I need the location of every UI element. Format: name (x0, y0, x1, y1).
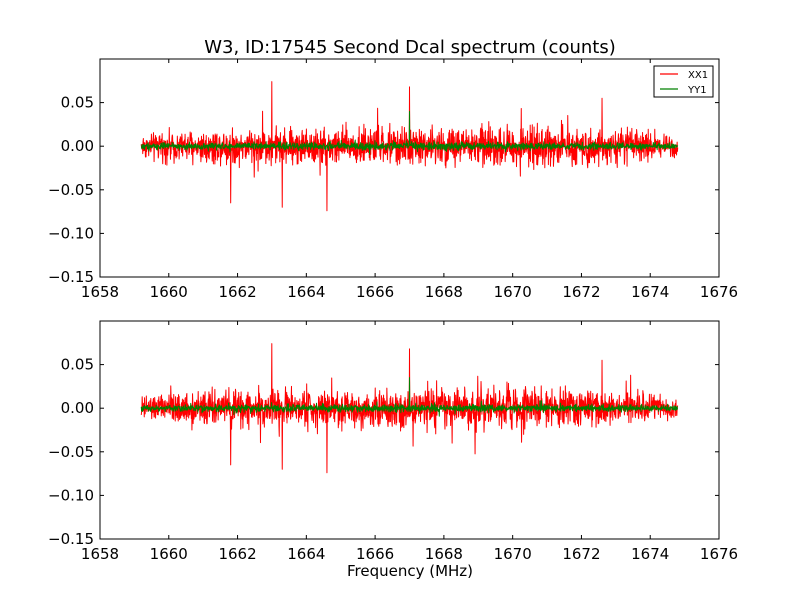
x-tick-label: 1658 (81, 283, 119, 301)
y-tick-label: 0.00 (61, 137, 94, 155)
legend-label-yy1: YY1 (687, 85, 707, 96)
y-tick-label: −0.05 (48, 443, 94, 461)
x-tick-label: 1666 (356, 283, 394, 301)
legend-label-xx1: XX1 (688, 70, 708, 81)
x-tick-label: 1674 (631, 545, 669, 563)
x-tick-label: 1672 (562, 283, 600, 301)
y-tick-label: 0.00 (61, 399, 94, 417)
data-layer-bottom (140, 343, 679, 474)
y-tick-label: 0.05 (61, 94, 94, 112)
x-axis-label: Frequency (MHz) (347, 562, 473, 580)
y-tick-label: −0.15 (48, 530, 94, 548)
legend: XX1 YY1 (653, 65, 714, 98)
y-tick-label: 0.05 (61, 356, 94, 374)
legend-box (653, 65, 714, 98)
x-tick-label: 1674 (631, 283, 669, 301)
data-layer-top (140, 81, 679, 212)
x-tick-label: 1660 (150, 283, 188, 301)
y-tick-label: −0.10 (48, 224, 94, 242)
x-tick-label: 1668 (425, 283, 463, 301)
x-tick-label: 1662 (218, 545, 256, 563)
x-tick-label: 1676 (700, 545, 738, 563)
y-tick-label: −0.05 (48, 181, 94, 199)
x-tick-label: 1672 (562, 545, 600, 563)
series-line-yy1 (140, 110, 679, 155)
x-tick-label: 1676 (700, 283, 738, 301)
x-tick-label: 1666 (356, 545, 394, 563)
tick-layer-bottom: 1658 1660 1662 1664 1666 1668 1670 1672 1674 1676… (48, 321, 738, 563)
axes-top: 1658 1660 1662 1664 1666 1668 1670 1672 1674 1676… (48, 58, 738, 301)
chart-title: W3, ID:17545 Second Dcal spectrum (count… (204, 37, 616, 58)
x-tick-label: 1664 (287, 283, 325, 301)
y-tick-label: −0.15 (48, 268, 94, 286)
x-tick-label: 1664 (287, 545, 325, 563)
x-tick-label: 1670 (494, 283, 532, 301)
axes-bottom: 1658 1660 1662 1664 1666 1668 1670 1672 1674 1676… (48, 320, 738, 563)
x-tick-label: 1662 (218, 283, 256, 301)
axes-frame-bottom (99, 320, 720, 540)
x-tick-label: 1668 (425, 545, 463, 563)
x-tick-label: 1670 (494, 545, 532, 563)
axes-frame-top (99, 58, 720, 278)
tick-layer-top: 1658 1660 1662 1664 1666 1668 1670 1672 1674 1676… (48, 59, 738, 301)
series-line-xx1 (140, 81, 679, 212)
series-line-yy1 (140, 377, 678, 417)
x-tick-label: 1660 (150, 545, 188, 563)
x-tick-label: 1658 (81, 545, 119, 563)
y-tick-label: −0.10 (48, 486, 94, 504)
